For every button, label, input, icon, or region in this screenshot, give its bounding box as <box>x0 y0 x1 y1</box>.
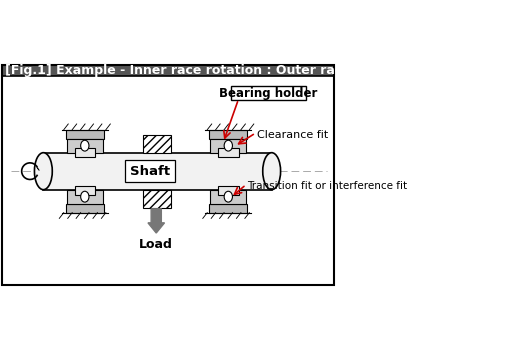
Bar <box>67 190 103 204</box>
Bar <box>75 186 95 195</box>
Text: [Fig.1] Example - Inner race rotation : Outer race retained (loading in one dire: [Fig.1] Example - Inner race rotation : … <box>5 64 527 77</box>
Bar <box>218 148 239 156</box>
Bar <box>209 204 248 212</box>
Ellipse shape <box>224 140 232 151</box>
Ellipse shape <box>81 191 89 202</box>
Bar <box>209 130 248 139</box>
Ellipse shape <box>224 191 232 202</box>
Ellipse shape <box>263 153 280 190</box>
Bar <box>75 148 95 156</box>
Bar <box>231 86 306 100</box>
Ellipse shape <box>81 140 89 151</box>
Bar <box>218 186 239 195</box>
Bar <box>210 190 246 204</box>
Bar <box>210 139 246 153</box>
Text: Load: Load <box>139 238 173 251</box>
Bar <box>2 65 334 76</box>
Bar <box>67 139 103 153</box>
Bar <box>43 153 271 190</box>
Bar <box>142 190 171 208</box>
Bar <box>142 135 171 153</box>
Ellipse shape <box>34 153 52 190</box>
Text: Clearance fit: Clearance fit <box>257 130 328 140</box>
Text: Bearing holder: Bearing holder <box>219 87 318 100</box>
Bar <box>66 130 104 139</box>
Bar <box>66 204 104 212</box>
Text: Shaft: Shaft <box>130 164 170 178</box>
FancyArrow shape <box>148 209 164 233</box>
Polygon shape <box>37 168 39 170</box>
Text: Transition fit or interference fit: Transition fit or interference fit <box>248 181 407 191</box>
